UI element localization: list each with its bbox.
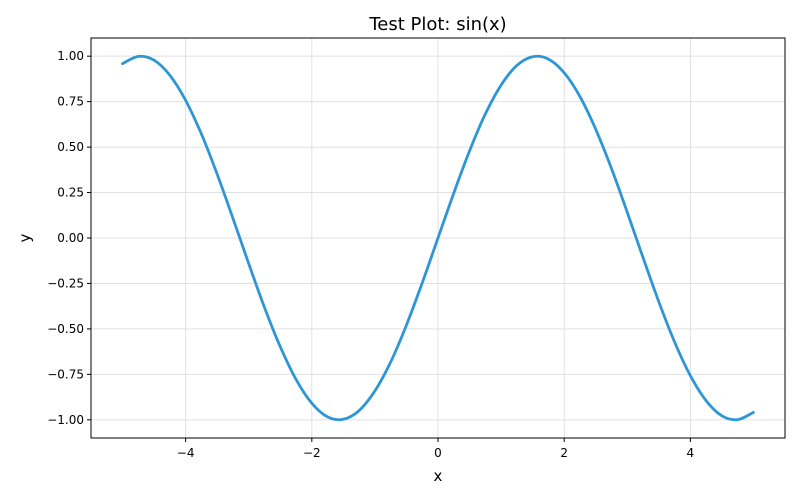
y-tick-label: −1.00 <box>47 413 84 427</box>
x-tick-label: −4 <box>177 446 195 460</box>
x-tick-label: 4 <box>687 446 695 460</box>
y-tick-label: −0.50 <box>47 322 84 336</box>
x-tick-label: 0 <box>434 446 442 460</box>
y-tick-label: 1.00 <box>57 49 84 63</box>
x-axis-ticks: −4 −2 0 2 4 <box>177 438 694 460</box>
y-tick-label: −0.75 <box>47 367 84 381</box>
y-tick-label: 0.50 <box>57 140 84 154</box>
y-tick-label: 0.00 <box>57 231 84 245</box>
x-tick-label: −2 <box>303 446 321 460</box>
y-tick-label: −0.25 <box>47 276 84 290</box>
x-axis-label: x <box>434 467 443 485</box>
y-axis-ticks: 1.00 0.75 0.50 0.25 0.00 −0.25 −0.50 −0.75 −1.00 <box>47 49 91 427</box>
series-line <box>121 54 755 422</box>
y-axis-label: y <box>16 233 34 242</box>
y-tick-label: 0.75 <box>57 95 84 109</box>
y-tick-label: 0.25 <box>57 186 84 200</box>
chart-title: Test Plot: sin(x) <box>368 14 506 35</box>
x-tick-label: 2 <box>560 446 568 460</box>
series-layer <box>121 54 755 422</box>
